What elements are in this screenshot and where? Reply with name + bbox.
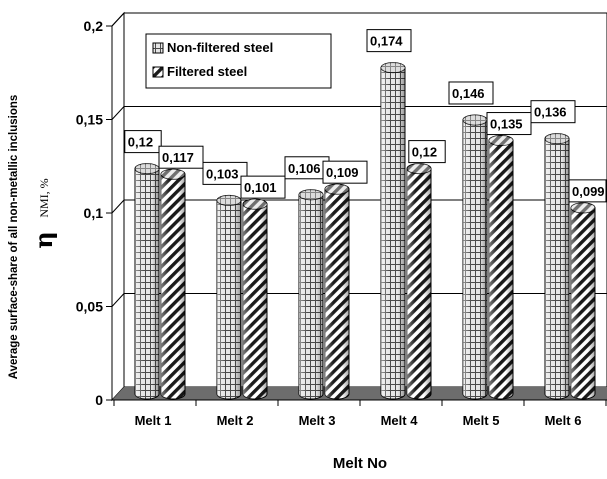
svg-text:0,146: 0,146 <box>452 86 485 101</box>
legend-box <box>145 33 332 89</box>
svg-text:0,136: 0,136 <box>534 105 567 120</box>
svg-text:0,135: 0,135 <box>490 117 523 132</box>
bar-filtered <box>406 163 432 400</box>
x-tick-label: Melt 5 <box>463 413 500 428</box>
bar-filtered <box>160 168 186 400</box>
x-tick-label: Melt 3 <box>299 413 336 428</box>
data-label: 0,136 <box>530 100 576 124</box>
data-label: 0,117 <box>158 145 204 169</box>
data-label: 0,099 <box>568 179 607 203</box>
bar-non-filtered <box>380 62 406 400</box>
svg-text:0,106: 0,106 <box>288 161 321 176</box>
bar-non-filtered <box>216 194 242 400</box>
bar-non-filtered <box>544 133 570 400</box>
x-axis-title: Melt No <box>333 455 387 472</box>
data-label: 0,135 <box>486 112 532 136</box>
data-label: 0,109 <box>322 160 368 184</box>
y-tick-label: 0,05 <box>76 299 103 315</box>
legend-label-filtered: Filtered steel <box>167 64 247 79</box>
data-label: 0,101 <box>240 175 286 199</box>
x-tick-label: Melt 6 <box>545 413 582 428</box>
bar-filtered <box>570 202 596 400</box>
legend-swatch-filtered <box>152 66 164 78</box>
svg-text:0,12: 0,12 <box>412 145 437 160</box>
y-axis-unit: NMI, % <box>37 178 51 217</box>
data-label: 0,12 <box>124 130 162 154</box>
bar-non-filtered <box>462 114 488 400</box>
gridline-side <box>111 199 125 214</box>
legend-label-non-filtered: Non-filtered steel <box>167 40 273 55</box>
data-label: 0,106 <box>284 156 330 180</box>
x-tick-label: Melt 2 <box>217 413 254 428</box>
y-tick-label: 0 <box>95 392 103 408</box>
data-label: 0,146 <box>448 81 494 105</box>
bar-filtered <box>324 183 350 400</box>
y-tick-label: 0,1 <box>84 205 104 221</box>
legend: Non-filtered steel Filtered steel <box>145 33 332 89</box>
gridline-side <box>111 12 125 27</box>
svg-text:0,117: 0,117 <box>162 150 194 165</box>
svg-text:0,099: 0,099 <box>572 184 605 199</box>
y-tick-label: 0,15 <box>76 112 103 128</box>
bar-non-filtered <box>134 163 160 400</box>
svg-text:0,103: 0,103 <box>206 166 239 181</box>
bar-filtered <box>242 198 268 400</box>
gridline-side <box>111 293 125 307</box>
y-axis-title: Average surface-share of all non-metalli… <box>8 95 20 380</box>
svg-text:0,12: 0,12 <box>128 135 153 150</box>
y-axis-symbol: η <box>29 231 58 248</box>
gridline-side <box>111 106 125 120</box>
data-label: 0,174 <box>366 29 412 53</box>
svg-text:0,109: 0,109 <box>326 165 359 180</box>
data-label: 0,103 <box>202 161 248 185</box>
svg-text:0,101: 0,101 <box>244 180 277 195</box>
x-tick-label: Melt 1 <box>135 413 172 428</box>
bar-non-filtered <box>298 189 324 400</box>
legend-swatch-non-filtered <box>152 42 164 54</box>
bar-filtered <box>488 135 514 400</box>
x-tick-label: Melt 4 <box>381 413 419 428</box>
svg-text:0,174: 0,174 <box>370 34 403 49</box>
data-label: 0,12 <box>408 140 446 164</box>
y-tick-label: 0,2 <box>84 18 104 34</box>
floor <box>112 387 607 400</box>
